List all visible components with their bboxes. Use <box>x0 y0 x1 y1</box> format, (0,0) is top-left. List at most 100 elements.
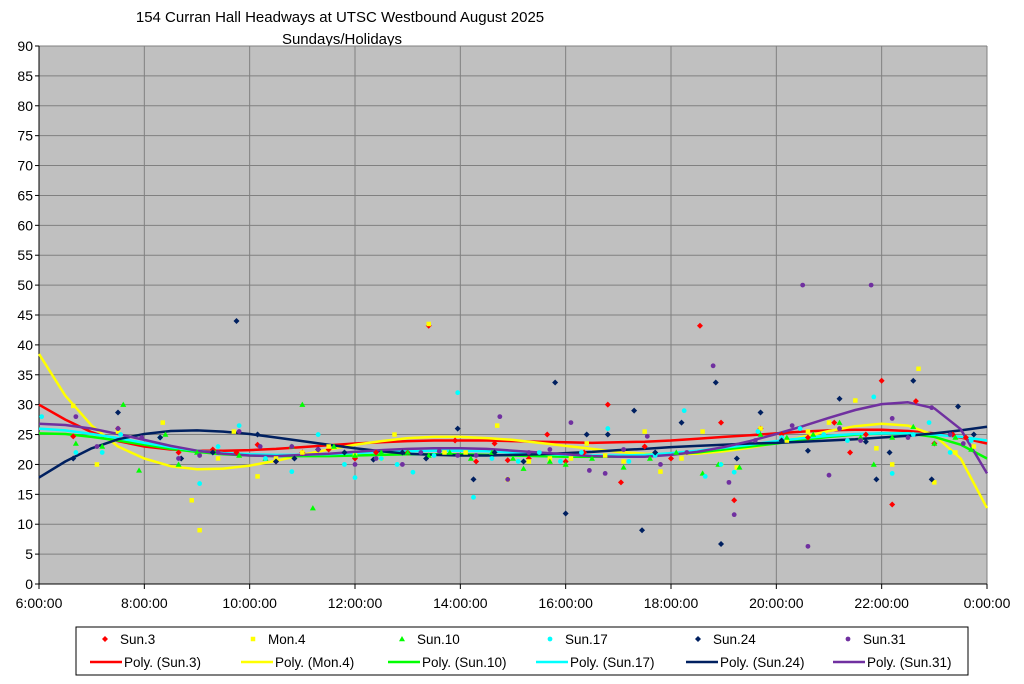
data-point <box>718 540 725 547</box>
data-point <box>718 462 724 467</box>
data-point <box>352 452 358 458</box>
data-point <box>602 453 608 458</box>
data-point <box>94 462 100 467</box>
data-point <box>731 469 737 475</box>
legend-box <box>75 626 969 676</box>
y-tick-label: 80 <box>17 98 33 114</box>
data-point <box>910 423 917 430</box>
data-point <box>678 419 685 426</box>
data-point <box>209 449 216 456</box>
data-point <box>805 429 811 434</box>
data-point <box>136 467 143 473</box>
data-point <box>373 449 380 456</box>
data-point <box>378 449 385 455</box>
data-point <box>642 429 647 434</box>
data-point <box>805 543 811 549</box>
data-point <box>668 455 674 462</box>
data-point <box>520 458 527 465</box>
y-tick-label: 35 <box>17 367 33 383</box>
data-point <box>392 432 397 437</box>
data-point <box>176 456 181 461</box>
data-point <box>236 429 242 434</box>
chart-title: 154 Curran Hall Headways at UTSC Westbou… <box>135 9 545 26</box>
legend-label: Poly. (Sun.31) <box>867 655 952 670</box>
legend-marker <box>547 636 553 642</box>
data-point <box>255 474 260 479</box>
data-point <box>947 450 953 455</box>
data-point <box>845 438 850 443</box>
x-tick-label: 22:00:00 <box>854 595 909 611</box>
data-point <box>394 462 400 467</box>
data-point <box>431 453 437 458</box>
data-point <box>118 432 124 437</box>
data-point <box>99 443 106 449</box>
data-point <box>821 432 827 437</box>
data-point <box>215 450 221 455</box>
data-point <box>586 468 592 473</box>
data-point <box>621 447 626 452</box>
data-point <box>442 450 447 455</box>
data-point <box>399 449 406 456</box>
data-point <box>510 455 516 461</box>
data-point <box>853 398 858 403</box>
data-point <box>455 453 461 458</box>
data-point <box>289 444 295 449</box>
data-point <box>546 458 553 464</box>
data-point <box>870 461 877 467</box>
data-point <box>70 403 76 409</box>
data-point <box>233 317 240 324</box>
legend-label: Sun.10 <box>417 632 460 647</box>
data-point <box>731 497 738 504</box>
data-point <box>72 440 79 446</box>
data-point <box>236 452 243 458</box>
data-point <box>857 434 864 440</box>
x-tick-label: 6:00:00 <box>16 595 63 611</box>
y-tick-label: 5 <box>25 546 33 562</box>
data-point <box>497 414 503 420</box>
y-tick-label: 10 <box>17 516 33 532</box>
data-point <box>342 462 347 467</box>
data-point <box>955 403 962 410</box>
data-point <box>558 459 563 464</box>
x-tick-label: 18:00:00 <box>644 595 699 611</box>
data-point <box>378 456 384 461</box>
data-point <box>426 321 431 327</box>
data-point <box>929 405 935 411</box>
data-point <box>931 440 938 446</box>
data-point <box>584 441 589 446</box>
data-point <box>784 438 790 443</box>
data-point <box>568 420 574 425</box>
data-point <box>731 512 737 518</box>
data-point <box>916 366 921 372</box>
data-point <box>926 420 932 425</box>
legend-marker <box>845 636 851 642</box>
data-point <box>644 433 650 439</box>
y-tick-label: 45 <box>17 307 33 323</box>
data-point <box>831 419 838 426</box>
data-point <box>652 449 659 456</box>
y-tick-label: 0 <box>25 576 33 592</box>
data-point <box>646 455 653 461</box>
y-tick-label: 25 <box>17 427 33 443</box>
data-point <box>696 322 703 329</box>
data-point <box>520 465 527 471</box>
x-tick-label: 12:00:00 <box>328 595 383 611</box>
data-point <box>273 458 279 465</box>
legend-marker <box>250 636 256 642</box>
data-point <box>953 450 958 455</box>
data-point <box>928 476 935 483</box>
data-point <box>631 407 638 414</box>
data-point <box>755 429 761 434</box>
data-point <box>783 434 790 440</box>
data-point <box>778 437 785 444</box>
y-tick-label: 60 <box>17 217 33 233</box>
legend: Sun.3 Mon.4 Sun.10 Sun.17 Sun.24 Sun.31 Poly. … <box>90 632 952 670</box>
data-point <box>505 476 511 482</box>
data-point <box>99 450 105 455</box>
legend-label: Poly. (Sun.24) <box>720 655 805 670</box>
data-point <box>309 505 316 511</box>
data-point <box>700 429 705 434</box>
legend-label: Sun.24 <box>713 632 756 647</box>
data-point <box>454 425 461 432</box>
y-tick-label: 15 <box>17 486 33 502</box>
